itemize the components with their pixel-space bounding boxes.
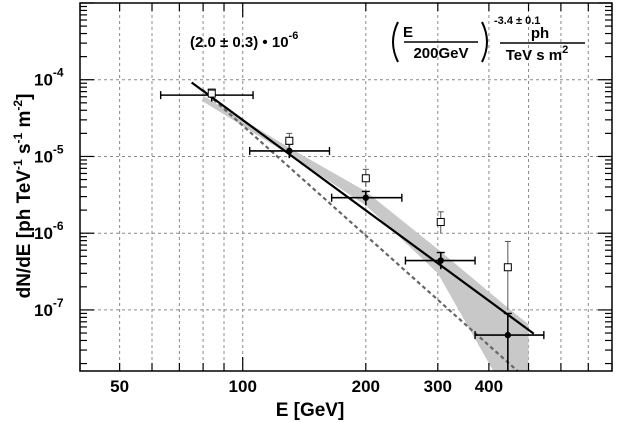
data-point-open: [503, 263, 512, 272]
confidence-band: [203, 95, 529, 371]
y-tick-label-base: 10: [34, 147, 53, 166]
formula-frac-num: E: [403, 24, 413, 41]
formula-right-paren: [481, 21, 488, 63]
formula-prefix-text: (2.0 ± 0.3) • 10: [190, 34, 289, 51]
x-tick-label: 50: [110, 377, 129, 396]
y-axis-title: dN/dE [ph TeV-1 s-1 m-2]: [11, 94, 35, 299]
formula-left-paren: [392, 21, 399, 63]
y-tick-label-exp: -6: [53, 219, 64, 233]
data-point-filled: [504, 331, 512, 339]
y-tick-label-exp: -4: [53, 66, 64, 80]
y-tick-label-exp: -7: [53, 296, 64, 310]
fit-lines: [190, 81, 535, 372]
formula-index-exp: -3.4 ± 0.1: [494, 15, 540, 27]
data-point-filled: [437, 257, 444, 264]
data-point-filled: [362, 194, 370, 201]
data-point-open: [207, 89, 216, 98]
y-axis-title-sup1: -1: [11, 159, 25, 170]
x-tick-label: 100: [229, 377, 257, 396]
data-point-open: [436, 217, 445, 226]
data-point-open: [285, 136, 294, 145]
y-axis-title-sup3: -2: [11, 100, 25, 111]
data-point-open: [361, 174, 370, 183]
y-tick-label-base: 10: [34, 301, 53, 320]
formula-unit-den-exp: 2: [562, 44, 568, 56]
data-points: [159, 88, 545, 371]
solid-fit-line: [190, 81, 535, 335]
fit-formula: (2.0 ± 0.3) • 10-6 E 200GeV -3.4 ± 0.1 p…: [190, 15, 585, 64]
y-axis-title-end: m: [14, 111, 35, 133]
formula-unit-den-text: TeV s m: [506, 47, 562, 64]
y-axis-title-close: ]: [14, 94, 35, 100]
x-tick-label: 200: [352, 377, 380, 396]
y-tick-label: 10-6: [34, 219, 64, 243]
y-axis-title-base: dN/dE [ph TeV: [14, 170, 35, 299]
y-tick-label: 10-7: [34, 296, 64, 320]
formula-frac-den: 200GeV: [413, 45, 468, 62]
band-polygon: [203, 95, 529, 371]
x-tick-label: 400: [475, 377, 503, 396]
y-tick-label-exp: -5: [53, 142, 64, 156]
y-axis-title-mid: s: [14, 143, 35, 159]
x-axis-title: E [GeV]: [276, 400, 345, 421]
data-point-filled: [286, 147, 293, 155]
formula-prefix-exp: -6: [289, 30, 299, 42]
axis-ticks: [79, 2, 613, 371]
y-tick-label: 10-4: [34, 66, 64, 90]
y-tick-label: 10-5: [34, 142, 64, 166]
formula-prefix: (2.0 ± 0.3) • 10-6: [190, 30, 298, 51]
x-tick-label: 300: [424, 377, 452, 396]
y-tick-label-base: 10: [34, 71, 53, 90]
y-axis-title-sup2: -1: [11, 132, 25, 143]
formula-unit-den: TeV s m2: [506, 44, 569, 64]
dashed-fit-line: [202, 89, 519, 372]
formula-unit-num: ph: [531, 25, 549, 42]
y-tick-label-base: 10: [34, 224, 53, 243]
